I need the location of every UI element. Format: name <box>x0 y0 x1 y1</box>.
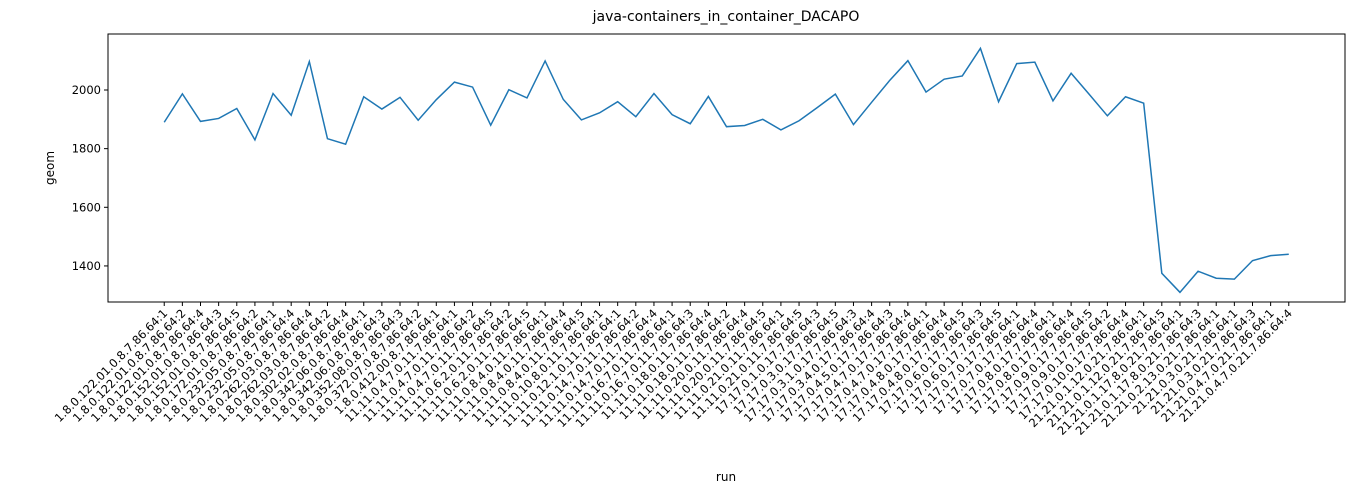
y-tick-label: 1400 <box>72 259 101 273</box>
x-axis-label: run <box>716 470 736 484</box>
data-line <box>163 46 1289 294</box>
plot-frame <box>107 33 1346 303</box>
y-tick-label: 2000 <box>72 83 101 97</box>
y-tick-label: 1800 <box>72 142 101 156</box>
y-tick-label: 1600 <box>72 200 101 214</box>
y-axis-label: geom <box>43 151 57 185</box>
chart-title: java-containers_in_container_DACAPO <box>592 9 860 25</box>
